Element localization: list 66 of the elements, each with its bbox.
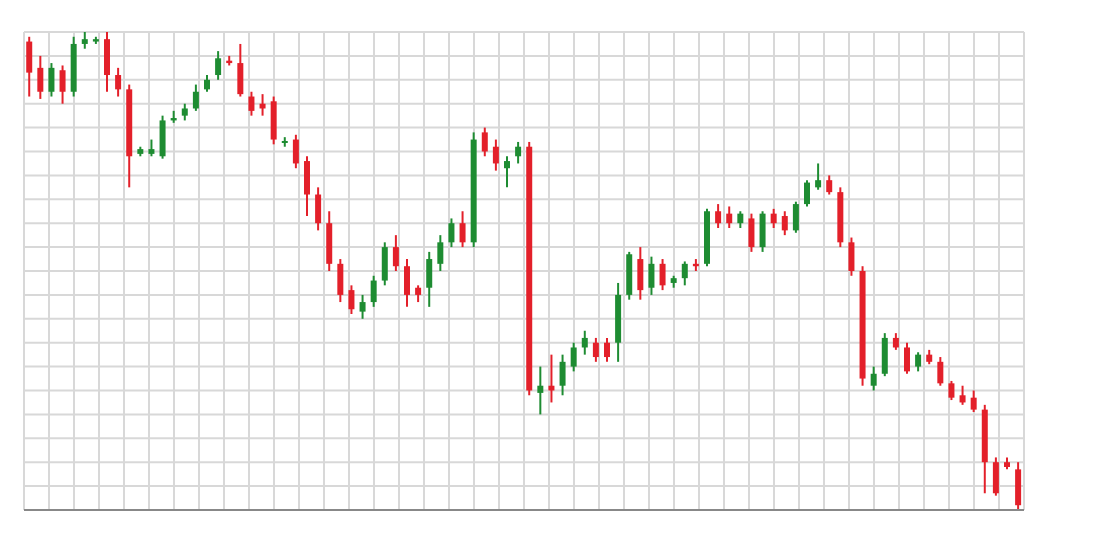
candlestick bbox=[504, 155, 510, 189]
candlestick bbox=[681, 260, 688, 287]
candlestick bbox=[626, 250, 633, 301]
candlestick bbox=[348, 284, 355, 316]
candlestick bbox=[26, 35, 33, 98]
candlestick bbox=[848, 236, 855, 277]
candlestick bbox=[648, 255, 655, 296]
candlestick bbox=[770, 207, 777, 229]
candlestick bbox=[792, 200, 799, 234]
candlestick bbox=[237, 42, 244, 98]
candlestick bbox=[970, 389, 977, 414]
candlestick bbox=[759, 210, 766, 253]
candlestick bbox=[392, 234, 399, 272]
candlestick bbox=[404, 258, 410, 308]
candlestick bbox=[581, 329, 588, 356]
candlestick bbox=[781, 210, 788, 237]
candlestick bbox=[337, 258, 344, 304]
candlestick bbox=[270, 95, 277, 146]
candlestick bbox=[715, 203, 722, 229]
candlestick bbox=[481, 126, 488, 158]
candlestick bbox=[70, 35, 77, 98]
candlestick bbox=[304, 155, 310, 218]
candlestick bbox=[59, 64, 66, 105]
candlestick bbox=[459, 210, 466, 249]
candlestick bbox=[381, 241, 388, 287]
candlestick bbox=[615, 281, 622, 363]
candlestick bbox=[315, 186, 322, 232]
candlestick bbox=[515, 140, 522, 165]
candlestick bbox=[115, 66, 122, 98]
candlestick bbox=[370, 274, 377, 308]
candlestick bbox=[726, 205, 733, 229]
candlestick bbox=[548, 353, 555, 404]
candlestick bbox=[1015, 461, 1022, 510]
candlestick bbox=[37, 54, 44, 100]
candlestick bbox=[948, 379, 955, 402]
candlestick bbox=[215, 50, 222, 81]
candlestick bbox=[937, 356, 944, 387]
candlestick bbox=[815, 162, 822, 191]
candlestick bbox=[826, 174, 833, 196]
candlestick bbox=[426, 250, 433, 308]
candlestick bbox=[881, 332, 888, 378]
candlestick bbox=[637, 246, 644, 301]
candlestick bbox=[292, 133, 299, 170]
candlestick bbox=[437, 234, 444, 272]
candlestick bbox=[192, 83, 199, 112]
candlestick bbox=[492, 138, 499, 172]
candlestick bbox=[592, 336, 599, 363]
candlestick bbox=[537, 365, 544, 416]
candlestick bbox=[159, 114, 166, 160]
candlestick bbox=[448, 217, 455, 249]
candlestick bbox=[326, 210, 333, 272]
candlestick bbox=[604, 336, 610, 363]
candlestick bbox=[559, 353, 566, 397]
candlestick bbox=[992, 456, 999, 497]
candlestick bbox=[248, 90, 255, 117]
candlestick bbox=[359, 293, 366, 320]
candlestick bbox=[870, 365, 877, 392]
candlestick bbox=[959, 384, 966, 406]
candlestick bbox=[904, 341, 910, 375]
candlestick bbox=[48, 62, 55, 98]
candlestick bbox=[659, 258, 666, 292]
candlestick bbox=[748, 212, 755, 253]
candlestick bbox=[915, 351, 922, 373]
candlestick bbox=[104, 32, 110, 93]
candlestick bbox=[570, 341, 577, 373]
candlestick bbox=[804, 179, 810, 208]
